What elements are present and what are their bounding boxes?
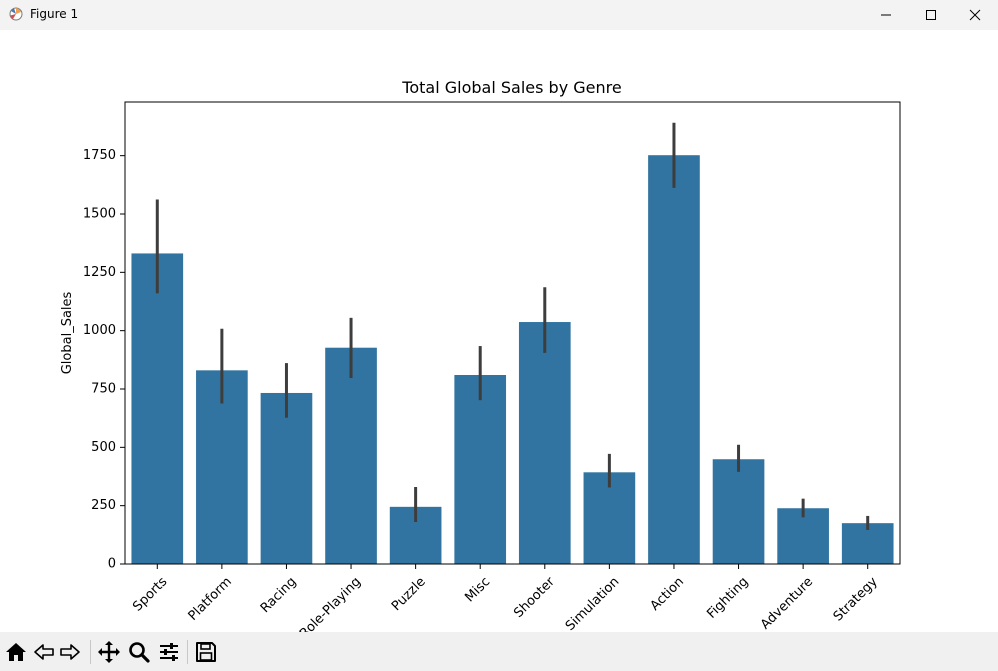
zoom-button[interactable]: [126, 639, 152, 665]
x-tick-label: Sports: [130, 574, 170, 614]
x-tick-label: Puzzle: [389, 574, 429, 614]
home-icon: [6, 643, 26, 661]
x-tick-label: Misc: [462, 574, 493, 605]
y-axis-label: Global_Sales: [60, 291, 75, 374]
x-tick-label: Fighting: [704, 574, 751, 621]
home-button[interactable]: [3, 639, 29, 665]
x-tick-label: Strategy: [831, 574, 881, 624]
y-tick-label: 250: [91, 498, 116, 513]
bar: [260, 392, 313, 564]
x-tick-label: Simulation: [563, 574, 623, 632]
x-tick-label: Action: [648, 574, 687, 613]
plot-area-frame: [124, 101, 901, 565]
bar: [841, 523, 894, 564]
bar: [518, 322, 571, 564]
configure-button[interactable]: [156, 639, 182, 665]
bar: [583, 472, 636, 564]
bar-chart: 0 250 500 750 1000 1250 1500 1750 Sports Platfor…: [60, 78, 901, 642]
chart-title: Total Global Sales by Genre: [401, 78, 621, 97]
bar: [777, 508, 829, 564]
toolbar-separator: [187, 640, 188, 664]
bar: [454, 375, 507, 564]
x-tick-label: Adventure: [758, 574, 816, 632]
save-icon: [196, 642, 216, 662]
window-title: Figure 1: [30, 7, 79, 21]
toolbar-separator: [90, 640, 91, 664]
y-tick-label: 1500: [83, 207, 116, 222]
matplotlib-app-icon: [9, 7, 23, 21]
pan-button[interactable]: [96, 639, 122, 665]
x-tick-label: Platform: [186, 574, 235, 623]
bar: [325, 347, 377, 564]
bar: [131, 253, 184, 564]
x-tick-label: Racing: [258, 574, 300, 616]
window-titlebar: Figure 1: [0, 0, 998, 30]
configure-icon: [160, 643, 178, 661]
maximize-button[interactable]: [908, 0, 954, 30]
zoom-icon: [129, 642, 150, 663]
back-button[interactable]: [31, 639, 57, 665]
y-tick-label: 1750: [83, 148, 116, 163]
bar: [648, 155, 700, 564]
back-icon: [34, 644, 54, 660]
y-tick-label: 1250: [83, 265, 116, 280]
y-tick-label: 1000: [83, 323, 116, 338]
forward-icon: [60, 644, 80, 660]
y-tick-label: 750: [91, 382, 116, 397]
pan-icon: [98, 641, 120, 663]
bar: [712, 459, 765, 564]
minimize-icon: [881, 14, 891, 16]
x-tick-label: Role-Playing: [297, 574, 364, 632]
figure-canvas[interactable]: 0 250 500 750 1000 1250 1500 1750 Sports Platfor…: [0, 30, 998, 642]
forward-button[interactable]: [57, 639, 83, 665]
x-tick-label: Shooter: [511, 574, 558, 621]
y-tick-label: 500: [91, 440, 116, 455]
minimize-button[interactable]: [863, 0, 909, 30]
close-icon: [969, 9, 981, 21]
navigation-toolbar: [0, 632, 998, 671]
maximize-icon: [926, 10, 936, 20]
close-button[interactable]: [952, 0, 998, 30]
y-tick-label: 0: [108, 557, 116, 572]
save-button[interactable]: [193, 639, 219, 665]
